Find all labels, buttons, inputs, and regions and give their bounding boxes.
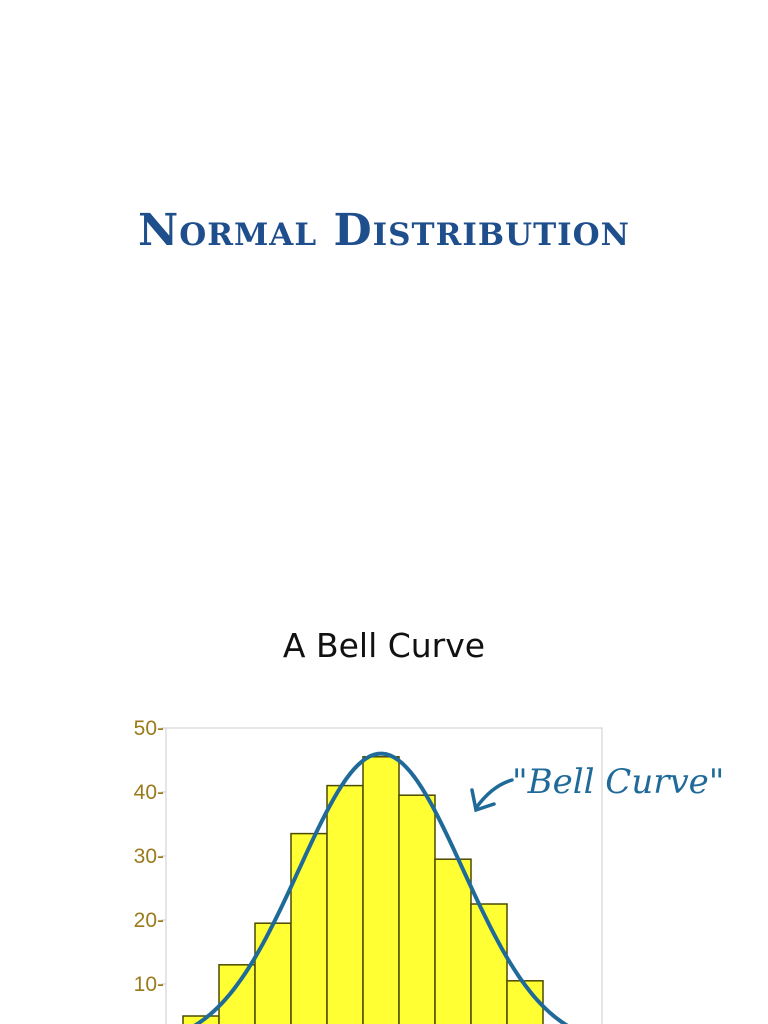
histogram-bar	[254, 922, 292, 1024]
slide-title: Normal Distribution	[138, 205, 630, 256]
bell-curve-line	[193, 751, 569, 1024]
histogram-bar	[218, 964, 256, 1024]
bell-curve-chart: 10- 20- 30- 40- 50- "Bell Curve"	[134, 717, 724, 1024]
histogram-bar	[434, 858, 472, 1024]
slide-subtitle: A Bell Curve	[282, 626, 486, 665]
y-axis-ticks: 10- 20- 30- 40- 50-	[134, 717, 166, 996]
y-tick-label: 10-	[134, 973, 164, 996]
histogram-bar	[362, 756, 400, 1024]
arrow-icon	[470, 778, 514, 813]
y-tick-label: 40-	[134, 781, 164, 804]
histogram-bar	[326, 784, 364, 1024]
histogram-bar	[290, 832, 328, 1024]
histogram-bar	[398, 794, 436, 1024]
y-tick-label: 30-	[134, 845, 164, 868]
bell-curve-annotation: "Bell Curve"	[512, 762, 724, 802]
histogram-bars	[182, 756, 544, 1024]
y-tick-label: 20-	[134, 909, 164, 932]
y-tick-label: 50-	[134, 717, 164, 740]
